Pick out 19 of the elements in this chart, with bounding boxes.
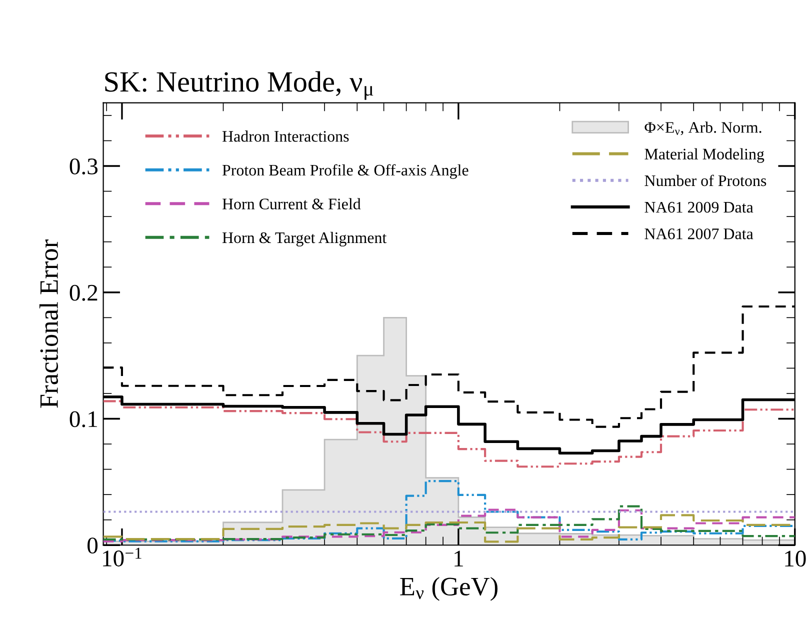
y-axis-title: Fractional Error: [39, 240, 58, 408]
y-tick-label: 0: [88, 538, 98, 554]
legend-label: NA61 2009 Data: [644, 202, 754, 213]
legend-label: Hadron Interactions: [222, 130, 349, 142]
legend-label: Material Modeling: [644, 148, 764, 163]
x-tick-label: 10$^{−1}$: [103, 548, 142, 566]
legend-label: Number of Protons: [644, 174, 766, 186]
legend-label: Proton Beam Profile & Off-axis Angle: [222, 164, 468, 179]
x-tick-label: 1: [454, 550, 463, 566]
chart-title: SK: Neutrino Mode, ν$_{μ}$: [105, 71, 374, 100]
legend-label: Φ×E$_{ν}$, Arb. Norm.: [644, 122, 762, 136]
y-tick-label: 0.1: [70, 411, 98, 428]
y-tick-label: 0.3: [70, 158, 98, 175]
legend-label: NA61 2007 Data: [644, 228, 754, 240]
legend-label: Horn & Target Alignment: [222, 232, 387, 246]
y-tick-label: 0.2: [70, 284, 98, 301]
x-axis-title: E$_{ν}$ (GeV): [400, 576, 498, 601]
x-tick-label: 10: [785, 550, 806, 567]
legend-label: Horn Current & Field: [222, 198, 361, 210]
